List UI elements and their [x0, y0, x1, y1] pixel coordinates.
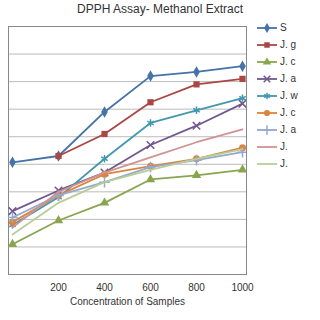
- svg-text:800: 800: [188, 282, 205, 293]
- svg-text:400: 400: [96, 282, 113, 293]
- html-text:DPPH Assay- Methanol Extract: DPPH Assay- Methanol Extract: [77, 2, 243, 16]
- html-text:J. c: J. c: [280, 107, 296, 118]
- html-text:S: S: [280, 22, 287, 33]
- html-text:J. a: J. a: [280, 73, 297, 84]
- svg-text:200: 200: [50, 282, 67, 293]
- html-text:J.: J.: [280, 158, 288, 169]
- svg-text:Concentration of Samples: Concentration of Samples: [70, 296, 185, 307]
- svg-text:600: 600: [142, 282, 159, 293]
- html-text:J. a: J. a: [280, 124, 297, 135]
- svg-text:1000: 1000: [231, 282, 254, 293]
- html-text:J. c: J. c: [280, 56, 296, 67]
- html-text:J.: J.: [280, 141, 288, 152]
- html-text:J. g: J. g: [280, 39, 297, 50]
- html-text:J. w: J. w: [280, 90, 298, 101]
